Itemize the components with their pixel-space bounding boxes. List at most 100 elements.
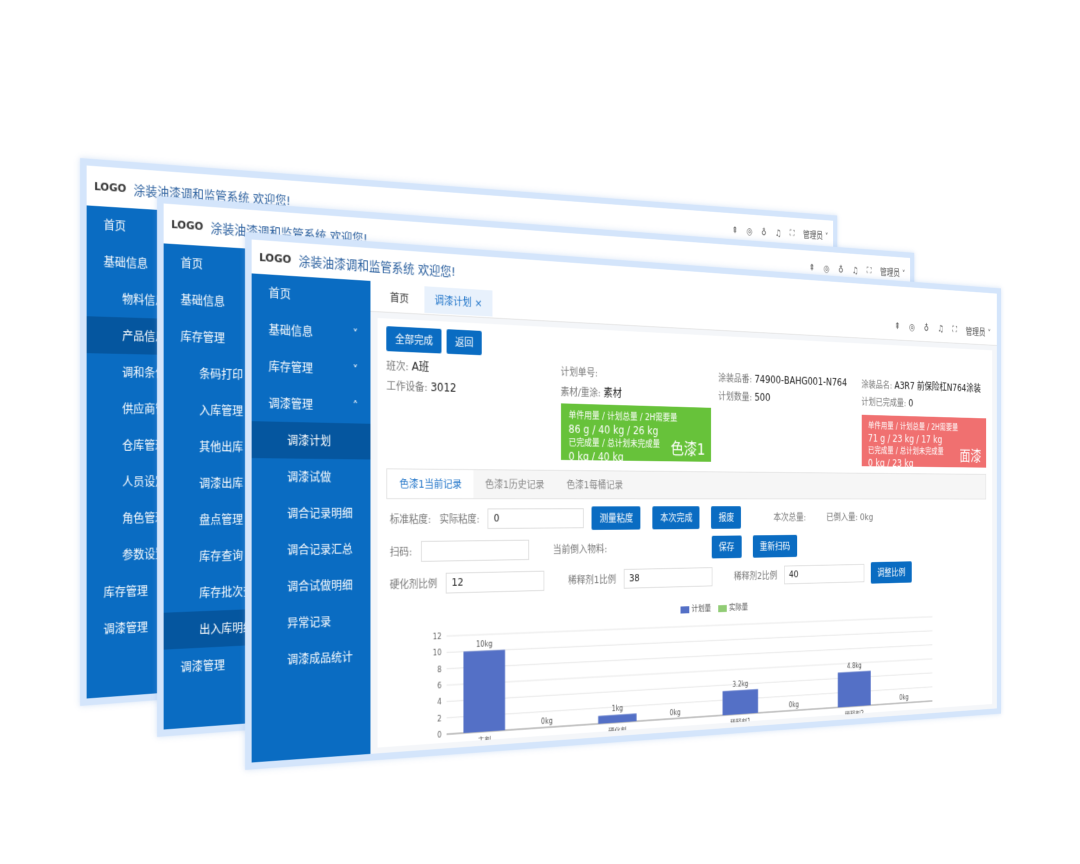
measure-viscosity-button[interactable]: 测量粘度 (591, 506, 641, 530)
sidebar-item[interactable]: 调合记录汇总 (252, 531, 371, 569)
gridline (447, 617, 933, 636)
sidebar-item-label: 调漆管理 (268, 396, 313, 412)
paint-card-topcoat[interactable]: 单件用量 / 计划总量 / 2H需要量 71 g / 23 kg / 17 kg… (861, 414, 987, 469)
tab-history-record[interactable]: 色漆1历史记录 (485, 478, 545, 491)
close-icon[interactable]: × (474, 296, 483, 310)
fullscreen-icon[interactable]: ⛶ (952, 323, 958, 335)
paint-card-color1[interactable]: 单件用量 / 计划总量 / 2H需要量 86 g / 40 kg / 26 kg… (560, 403, 712, 463)
y-tick-label: 10 (433, 649, 442, 658)
x-sub-label: 比例 40 (870, 717, 889, 727)
sidebar-item[interactable]: 基础信息 ˅ (252, 310, 371, 352)
bell-icon[interactable]: ♫ (937, 322, 944, 334)
bell-icon[interactable]: ♫ (775, 227, 782, 239)
y-tick-label: 4 (437, 698, 441, 707)
fullscreen-icon[interactable]: ⛶ (789, 227, 795, 239)
sidebar-item-label: 调漆计划 (287, 433, 332, 449)
actual-viscosity-input[interactable]: 0 (487, 508, 585, 529)
thinner2-input[interactable]: 40 (784, 563, 865, 585)
shirt-icon[interactable]: ♁ (923, 321, 929, 333)
sidebar-item[interactable]: 异常记录 (252, 602, 371, 642)
qty-label: 计划数量: (718, 390, 753, 404)
shirt-icon[interactable]: ♁ (761, 226, 767, 238)
tab-home[interactable]: 首页 (389, 291, 409, 305)
shift-field: 班次: A班 (386, 357, 552, 379)
scan-input[interactable] (420, 539, 529, 562)
shirt-icon[interactable]: ♁ (838, 263, 844, 275)
part-name-label: 涂装品名: (861, 379, 893, 392)
finish-button[interactable]: 本次完成 (652, 506, 700, 530)
device-field: 工作设备: 3012 (386, 378, 552, 399)
data-label: 1kg (612, 704, 623, 713)
scrap-button[interactable]: 报废 (711, 506, 742, 529)
chevron-icon: ˅ (352, 362, 359, 377)
sidebar-item-label: 其他出库 (199, 440, 244, 455)
material-label: 素材/重涂: (560, 386, 601, 400)
window-paint-plan: LOGO 涂装油漆调和监管系统 欢迎您! 首页 基础信息 ˅ 库存管理 ˅ 调漆管理 ˄ 调漆… (245, 232, 1002, 770)
card-name: 面漆 (959, 448, 982, 466)
sidebar-item[interactable]: 调合试做明细 (252, 567, 371, 606)
target-icon[interactable]: ◎ (746, 225, 753, 237)
tab-label: 调漆计划 (434, 293, 472, 309)
target-icon[interactable]: ◎ (909, 321, 916, 333)
y-tick-label: 12 (433, 632, 442, 641)
material-value: 素材 (603, 386, 622, 400)
qty-value: 500 (754, 391, 771, 404)
x-tick-label: 硬化剂 (608, 725, 626, 735)
sidebar-item[interactable]: 调漆管理 ˄ (252, 384, 371, 424)
bar-plan (722, 689, 759, 716)
sidebar-item[interactable]: 调漆成品统计 (252, 638, 371, 680)
tab-current-record[interactable]: 色漆1当前记录 (387, 469, 474, 499)
done-value: 0 (908, 397, 914, 409)
pin-icon[interactable]: ⇞ (808, 261, 815, 273)
tab-bucket-record[interactable]: 色漆1每桶记录 (566, 479, 624, 492)
shift-label: 班次: (386, 359, 409, 374)
pin-icon[interactable]: ⇞ (894, 320, 901, 332)
hardener-label: 硬化剂比例 (389, 577, 438, 592)
bell-icon[interactable]: ♫ (852, 264, 859, 276)
part-no-value: 74900-BAHG001-N764 (754, 373, 848, 389)
sidebar-item-label: 基础信息 (268, 323, 313, 340)
device-value: 3012 (430, 380, 457, 395)
logo: LOGO (171, 217, 204, 233)
data-label: 0kg (899, 693, 908, 701)
sidebar-item-label: 调漆管理 (180, 658, 225, 675)
all-done-button[interactable]: 全部完成 (386, 326, 442, 354)
sidebar-item-label: 异常记录 (287, 615, 332, 631)
thinner1-input[interactable]: 38 (623, 567, 713, 589)
act-visc-label: 实际粘度: (439, 513, 480, 526)
sidebar-item[interactable]: 调合记录明细 (252, 495, 371, 532)
sidebar-item-label: 库存查询 (199, 548, 244, 564)
plan-info: 班次: A班 工作设备: 3012 计划单号: 素材/重涂: 素材 单件用量 /… (386, 357, 987, 469)
data-label: 3.2kg (732, 680, 748, 689)
tab-paint-plan[interactable]: 调漆计划 × (424, 285, 493, 317)
added-label: 已倒入量: 0kg (826, 511, 874, 523)
user-menu[interactable]: 管理员 ˅ (965, 326, 991, 338)
chevron-icon: ˄ (352, 398, 359, 413)
sidebar-item[interactable]: 首页 (252, 273, 371, 316)
part-name-field: 涂装品名: A3R7 前保险杠N764涂装 (861, 377, 986, 396)
data-label: 0kg (670, 708, 681, 717)
sidebar-item[interactable]: 调漆试做 (252, 458, 371, 495)
back-button[interactable]: 返回 (446, 329, 482, 356)
sidebar: 首页 基础信息 ˅ 库存管理 ˅ 调漆管理 ˄ 调漆计划 调漆试做 调合记录明细 调合记录汇总 调合试… (251, 273, 371, 763)
logo: LOGO (259, 250, 292, 266)
current-material-label: 当前倒入物料: (552, 543, 608, 556)
fullscreen-icon[interactable]: ⛶ (866, 265, 872, 277)
app-title: 涂装油漆调和监管系统 欢迎您! (298, 254, 456, 280)
save-button[interactable]: 保存 (711, 535, 742, 559)
user-menu[interactable]: 管理员 ˅ (803, 229, 829, 242)
target-icon[interactable]: ◎ (823, 262, 830, 274)
sidebar-item[interactable]: 调漆计划 (251, 421, 371, 460)
chevron-icon: ˅ (352, 326, 359, 341)
pin-icon[interactable]: ⇞ (731, 224, 738, 236)
user-menu[interactable]: 管理员 ˅ (880, 267, 906, 280)
rescan-button[interactable]: 重新扫码 (752, 534, 797, 558)
sidebar-item[interactable]: 库存管理 ˅ (252, 347, 371, 388)
scan-label: 扫码: (389, 545, 413, 559)
bar-plan (598, 713, 637, 724)
content-card: 全部完成 返回 班次: A班 工作设备: 3012 计划单号: 素材/重涂: 素材… (377, 317, 993, 748)
hardener-input[interactable]: 12 (445, 570, 545, 594)
sidebar-item-label: 调合试做明细 (287, 578, 353, 594)
adjust-ratio-button[interactable]: 调整比例 (870, 561, 912, 584)
sidebar-item-label: 首页 (268, 286, 291, 302)
